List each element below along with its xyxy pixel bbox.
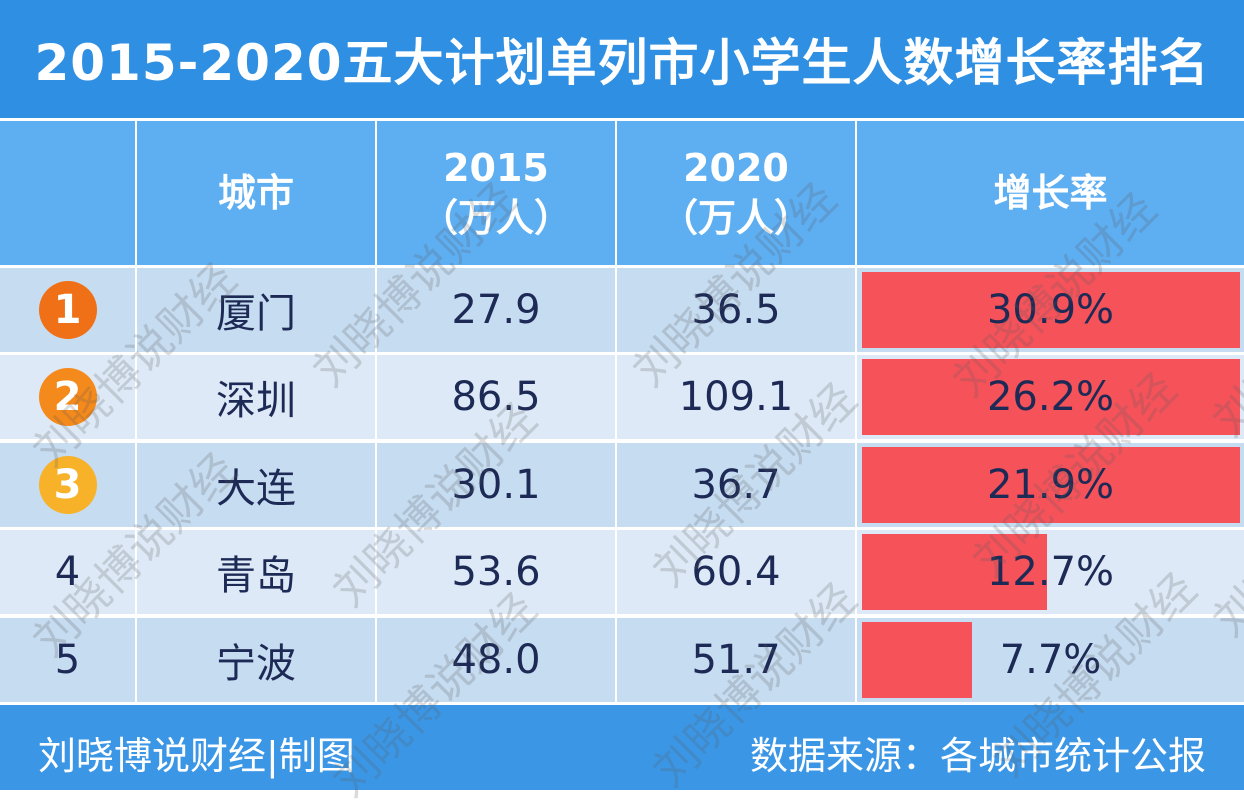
header-rank [0,121,135,265]
value-2020-cell: 109.1 [617,355,855,439]
rate-cell: 30.9% [857,268,1244,352]
rank-cell: 4 [0,530,135,614]
rank-cell: 3 [0,443,135,527]
header-2015: 2015 （万人） [377,121,615,265]
city-cell: 青岛 [137,530,375,614]
rate-bar [862,534,1047,610]
rate-value: 7.7% [999,637,1102,683]
table-row: 5 宁波 48.0 51.7 7.7% [0,618,1244,702]
footer: 刘晓博说财经|制图 数据来源：各城市统计公报 [0,705,1244,790]
value-2015-cell: 27.9 [377,268,615,352]
table-row: 4 青岛 53.6 60.4 12.7% [0,530,1244,614]
value-2015-cell: 30.1 [377,443,615,527]
value-2020-cell: 36.5 [617,268,855,352]
rate-bar [862,622,972,698]
header-rate: 增长率 [857,121,1244,265]
rank-cell: 5 [0,618,135,702]
footer-credit: 刘晓博说财经|制图 [38,734,355,778]
page-title: 2015-2020五大计划单列市小学生人数增长率排名 [0,0,1244,118]
table-row: 2 深圳 86.5 109.1 26.2% [0,355,1244,439]
rank-badge: 3 [38,456,97,514]
value-2020-cell: 51.7 [617,618,855,702]
rank-cell: 2 [0,355,135,439]
header-2015-label: 2015 [443,146,549,190]
table-row: 1 厦门 27.9 36.5 30.9% [0,268,1244,352]
value-2020-cell: 60.4 [617,530,855,614]
rate-value: 21.9% [986,462,1115,508]
rank-badge: 1 [38,281,97,339]
footer-source: 数据来源：各城市统计公报 [749,734,1206,778]
rate-value: 26.2% [986,374,1115,420]
table-row: 3 大连 30.1 36.7 21.9% [0,443,1244,527]
city-cell: 大连 [137,443,375,527]
header-rate-label: 增长率 [993,171,1108,215]
value-2015-cell: 48.0 [377,618,615,702]
header-2020-label: 2020 [683,146,789,190]
rate-cell: 26.2% [857,355,1244,439]
header-city: 城市 [137,121,375,265]
rank-cell: 1 [0,268,135,352]
rank-badge: 2 [38,368,97,426]
value-2015-cell: 86.5 [377,355,615,439]
header-2020-unit: （万人） [659,196,812,240]
rate-value: 30.9% [986,287,1115,333]
value-2020-cell: 36.7 [617,443,855,527]
header-2020: 2020 （万人） [617,121,855,265]
value-2015-cell: 53.6 [377,530,615,614]
header-2015-unit: （万人） [419,196,572,240]
city-cell: 深圳 [137,355,375,439]
city-cell: 厦门 [137,268,375,352]
rate-bar [862,447,1240,523]
rate-cell: 7.7% [857,618,1244,702]
rate-bar [862,272,1240,348]
table-header: 城市 2015 （万人） 2020 （万人） 增长率 [0,121,1244,265]
rate-cell: 12.7% [857,530,1244,614]
rate-value: 12.7% [986,549,1115,595]
rate-bar [862,359,1240,435]
rate-cell: 21.9% [857,443,1244,527]
rank-number: 4 [54,549,81,595]
header-city-label: 城市 [217,171,294,215]
city-cell: 宁波 [137,618,375,702]
rank-number: 5 [54,637,81,683]
